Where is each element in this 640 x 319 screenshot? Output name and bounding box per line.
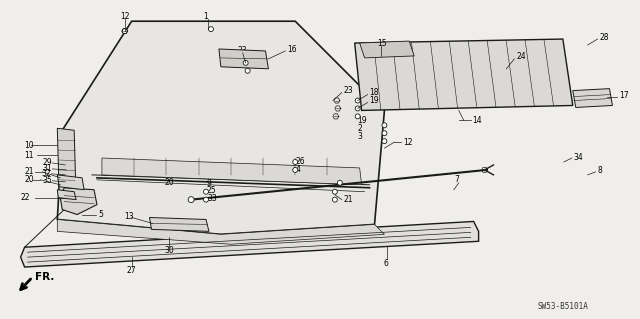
- Text: 32: 32: [42, 169, 51, 178]
- Circle shape: [204, 197, 209, 202]
- Circle shape: [292, 160, 298, 165]
- Circle shape: [292, 167, 298, 172]
- Circle shape: [209, 27, 213, 32]
- Polygon shape: [573, 89, 612, 108]
- Text: 28: 28: [600, 33, 609, 41]
- Polygon shape: [219, 49, 268, 69]
- Text: 27: 27: [127, 265, 136, 275]
- Text: 21: 21: [344, 195, 353, 204]
- Circle shape: [332, 197, 337, 202]
- Text: 6: 6: [383, 259, 388, 268]
- Text: 1: 1: [203, 12, 208, 21]
- Text: 30: 30: [164, 246, 174, 255]
- Polygon shape: [355, 39, 573, 110]
- Circle shape: [245, 68, 250, 73]
- Circle shape: [355, 98, 360, 103]
- Text: 34: 34: [574, 152, 584, 161]
- Text: 14: 14: [473, 116, 483, 125]
- Circle shape: [382, 131, 387, 136]
- Text: 20: 20: [24, 175, 34, 184]
- Text: 24: 24: [516, 52, 526, 61]
- Text: 33: 33: [207, 194, 217, 203]
- Text: 12: 12: [120, 12, 129, 21]
- Circle shape: [337, 180, 342, 185]
- Text: FR.: FR.: [35, 272, 54, 282]
- Text: 19: 19: [369, 96, 379, 105]
- Text: 21: 21: [24, 167, 34, 176]
- Text: 23: 23: [344, 86, 353, 95]
- Text: 10: 10: [24, 141, 34, 150]
- Polygon shape: [58, 190, 76, 200]
- Text: 2: 2: [358, 124, 362, 133]
- Circle shape: [355, 106, 360, 111]
- Text: 20: 20: [164, 178, 174, 187]
- Text: 29: 29: [42, 159, 52, 167]
- Text: 19: 19: [358, 116, 367, 125]
- Text: 17: 17: [620, 91, 629, 100]
- Circle shape: [355, 114, 360, 119]
- Text: 3: 3: [358, 132, 362, 141]
- Text: 7: 7: [455, 175, 460, 184]
- Circle shape: [204, 189, 209, 194]
- Text: 35: 35: [42, 176, 52, 185]
- Polygon shape: [150, 218, 209, 231]
- Text: 25: 25: [207, 186, 216, 195]
- Text: 16: 16: [287, 46, 297, 55]
- Text: 23: 23: [237, 47, 247, 56]
- Circle shape: [188, 197, 194, 203]
- Polygon shape: [20, 221, 479, 267]
- Polygon shape: [102, 158, 362, 185]
- Polygon shape: [58, 128, 76, 200]
- Text: 26: 26: [295, 158, 305, 167]
- Circle shape: [122, 29, 127, 33]
- Text: 15: 15: [378, 39, 387, 48]
- Text: 5: 5: [98, 210, 103, 219]
- Text: 12: 12: [403, 138, 413, 147]
- Circle shape: [243, 60, 248, 65]
- Polygon shape: [58, 219, 385, 244]
- Text: 18: 18: [369, 88, 379, 97]
- Circle shape: [332, 189, 337, 194]
- Text: 8: 8: [598, 167, 602, 175]
- Text: SW53-B5101A: SW53-B5101A: [538, 302, 588, 311]
- Circle shape: [382, 139, 387, 144]
- Text: 22: 22: [20, 193, 30, 202]
- Circle shape: [382, 123, 387, 128]
- Text: 4: 4: [295, 166, 300, 174]
- Text: 13: 13: [124, 212, 133, 221]
- Text: 11: 11: [24, 151, 34, 160]
- Polygon shape: [60, 188, 97, 214]
- Text: 9: 9: [207, 179, 212, 188]
- Polygon shape: [360, 41, 414, 58]
- Text: 31: 31: [42, 164, 52, 174]
- Polygon shape: [58, 21, 385, 234]
- Polygon shape: [58, 175, 84, 190]
